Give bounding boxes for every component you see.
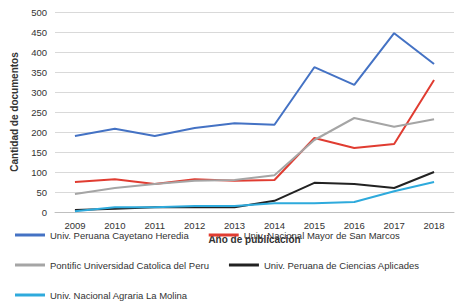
svg-text:2011: 2011: [144, 219, 165, 231]
svg-text:2015: 2015: [303, 219, 325, 231]
svg-text:150: 150: [31, 147, 47, 158]
svg-text:400: 400: [31, 47, 47, 58]
svg-text:Univ. Nacional Agraria La Moli: Univ. Nacional Agraria La Molina: [50, 290, 188, 301]
svg-text:Univ. Peruana Cayetano Heredia: Univ. Peruana Cayetano Heredia: [50, 230, 189, 241]
svg-text:450: 450: [31, 27, 47, 38]
svg-text:250: 250: [31, 107, 47, 118]
svg-text:300: 300: [31, 87, 47, 98]
svg-text:500: 500: [31, 7, 47, 18]
svg-text:2017: 2017: [383, 219, 405, 231]
svg-text:2016: 2016: [343, 219, 365, 231]
svg-text:2013: 2013: [224, 220, 245, 231]
svg-text:2018: 2018: [423, 220, 444, 231]
svg-text:2010: 2010: [104, 219, 126, 231]
svg-text:2014: 2014: [263, 219, 285, 231]
svg-text:200: 200: [31, 127, 47, 138]
svg-text:2012: 2012: [184, 219, 206, 231]
svg-text:Univ. Peruana de Ciencias Apli: Univ. Peruana de Ciencias Aplicades: [264, 260, 419, 271]
svg-text:2009: 2009: [64, 219, 86, 231]
svg-text:Univ. Nacional Mayor de San Ma: Univ. Nacional Mayor de San Marcos: [244, 230, 400, 241]
svg-text:100: 100: [31, 167, 47, 178]
svg-text:Cantidad de documentos: Cantidad de documentos: [9, 52, 20, 172]
svg-text:0: 0: [42, 207, 47, 218]
svg-text:350: 350: [31, 67, 47, 78]
svg-text:Pontific Universidad Catolica: Pontific Universidad Catolica del Peru: [50, 260, 209, 271]
svg-text:50: 50: [36, 187, 47, 198]
